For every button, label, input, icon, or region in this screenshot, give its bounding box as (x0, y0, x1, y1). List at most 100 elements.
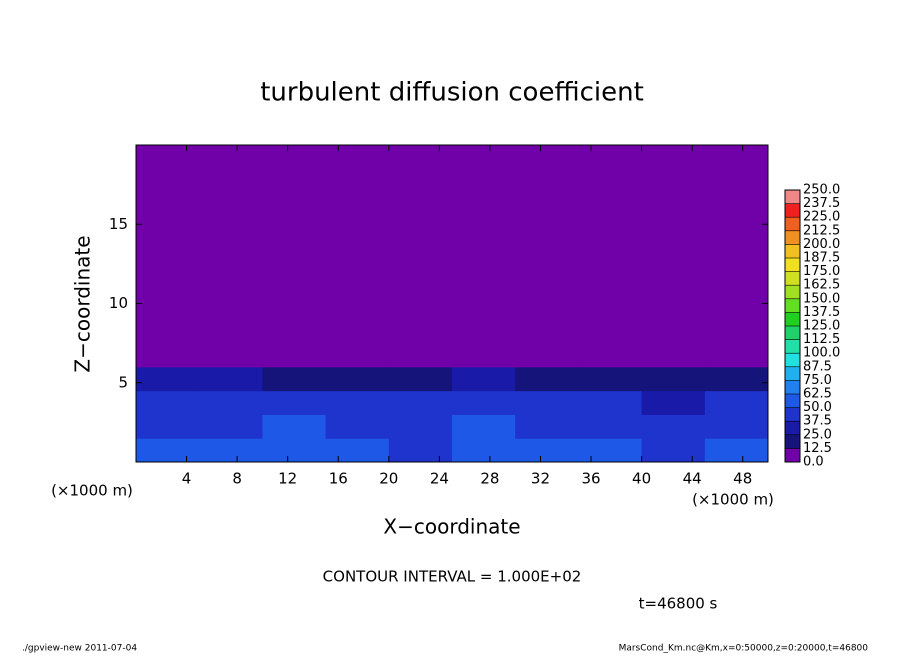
cell (452, 390, 516, 415)
cell (199, 438, 263, 463)
cell (136, 390, 200, 415)
x-tick-label: 32 (531, 470, 550, 488)
x-tick-label: 48 (733, 470, 752, 488)
colorbar-label: 112.5 (803, 332, 840, 347)
cell (641, 366, 706, 392)
cell (704, 145, 769, 368)
contour-interval: CONTOUR INTERVAL = 1.000E+02 (323, 568, 582, 586)
x-tick-label: 12 (278, 470, 297, 488)
colorbar-label: 237.5 (803, 196, 840, 211)
x-tick-label: 24 (430, 470, 449, 488)
colorbar-label: 200.0 (803, 237, 840, 252)
colorbar-label: 162.5 (803, 278, 840, 293)
cell (262, 390, 327, 415)
cell (515, 390, 579, 415)
cell (515, 145, 579, 368)
x-tick-label: 20 (379, 470, 398, 488)
colorbar-label: 25.0 (803, 427, 832, 442)
cell (704, 390, 769, 415)
colorbar-label: 75.0 (803, 373, 832, 388)
colorbar-label: 137.5 (803, 305, 840, 320)
colorbar-label: 0.0 (803, 455, 824, 470)
colorbar-label: 175.0 (803, 264, 840, 279)
cell (704, 414, 769, 439)
colorbar-swatch (785, 190, 800, 204)
time-label: t=46800 s (639, 595, 718, 613)
colorbar-label: 125.0 (803, 319, 840, 334)
colorbar-swatch (785, 258, 800, 272)
colorbar-label: 100.0 (803, 346, 840, 361)
colorbar-swatch (785, 421, 800, 436)
colorbar-swatch (785, 434, 800, 449)
x-unit: (×1000 m) (692, 491, 774, 509)
cell (199, 390, 263, 415)
cell (641, 438, 706, 463)
cell (325, 390, 390, 415)
colorbar-swatch (785, 298, 800, 313)
cell (515, 414, 579, 439)
cell (641, 390, 706, 415)
cell (199, 366, 263, 392)
cell (199, 414, 263, 439)
cell (578, 414, 643, 439)
cell (388, 390, 453, 415)
cell (704, 438, 769, 463)
cell (136, 414, 200, 439)
footer-right: MarsCond_Km.nc@Km,x=0:50000,z=0:20000,t=… (619, 644, 869, 654)
cell (388, 414, 453, 439)
cell (262, 438, 327, 463)
colorbar-swatch (785, 407, 800, 422)
colorbar-label: 37.5 (803, 414, 832, 429)
colorbar-label: 150.0 (803, 291, 840, 306)
colorbar-swatch (785, 271, 800, 286)
x-tick-label: 28 (480, 470, 499, 488)
colorbar-swatch (785, 285, 800, 300)
colorbar-swatch (785, 312, 800, 327)
cell (578, 390, 643, 415)
y-tick-label: 15 (109, 215, 128, 233)
colorbar-swatch (785, 230, 800, 245)
y-tick-label: 10 (109, 294, 128, 312)
colorbar-swatch (785, 380, 800, 395)
x-tick-label: 40 (632, 470, 651, 488)
colorbar-label: 212.5 (803, 223, 840, 238)
colorbar-label: 87.5 (803, 359, 832, 374)
x-tick-label: 4 (182, 470, 192, 488)
cell (388, 366, 453, 392)
colorbar-swatch (785, 448, 800, 463)
cell (262, 414, 327, 439)
cell (452, 438, 516, 463)
cell (136, 366, 200, 392)
cell (704, 366, 769, 392)
cell (388, 145, 453, 368)
colorbar-swatch (785, 394, 800, 408)
colorbar-swatch (785, 203, 800, 218)
x-tick-label: 16 (329, 470, 348, 488)
cell (325, 366, 390, 392)
cell (136, 438, 200, 463)
colorbar-label: 50.0 (803, 400, 832, 415)
colorbar-swatch (785, 353, 800, 368)
cell (325, 438, 390, 463)
cell (452, 366, 516, 392)
cell (641, 145, 706, 368)
footer-left: ./gpview-new 2011-07-04 (22, 644, 137, 654)
cell (262, 366, 327, 392)
cell (641, 414, 706, 439)
colorbar-label: 225.0 (803, 210, 840, 225)
colorbar-swatch (785, 326, 800, 340)
cell (452, 414, 516, 439)
x-tick-label: 36 (581, 470, 600, 488)
y-unit: (×1000 m) (51, 482, 133, 500)
cell (262, 145, 327, 368)
x-tick-label: 8 (232, 470, 242, 488)
cell (452, 145, 516, 368)
cell (578, 438, 643, 463)
y-axis-label: Z−coordinate (71, 235, 95, 372)
cell (578, 145, 643, 368)
colorbar-swatch (785, 339, 800, 354)
cell (388, 438, 453, 463)
colorbar-label: 250.0 (803, 183, 840, 198)
cell (136, 145, 200, 368)
